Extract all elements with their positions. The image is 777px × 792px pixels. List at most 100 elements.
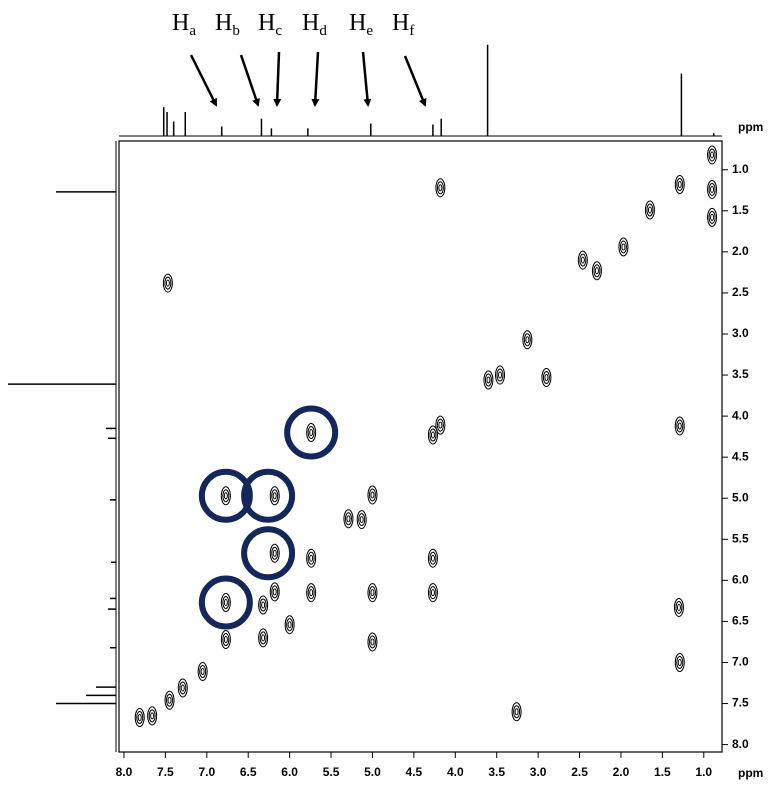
contour [429,428,437,442]
contour [258,595,269,615]
proton-letter: H [172,10,189,36]
contour [436,418,444,432]
x-tick-label: 6.0 [281,765,298,779]
contour [223,635,228,643]
cross-peak [356,510,367,530]
contour [287,621,292,629]
contour [438,184,443,192]
cross-peak [541,368,552,388]
x-tick-label: 1.5 [654,765,671,779]
cross-peak [269,582,280,602]
contour [484,373,492,387]
contour [164,276,172,290]
contour [430,431,435,439]
contour [164,690,175,710]
contour [436,181,444,195]
cross-peak [197,662,208,682]
contour [134,708,145,728]
x-tick-label: 5.0 [364,765,381,779]
contour [619,240,627,254]
cross-peak [707,207,718,227]
contour [621,243,626,251]
proton-subscript: e [366,23,373,39]
contour [677,181,682,189]
contour [368,488,376,502]
proton-label: Hf [392,10,414,39]
contour [223,492,228,500]
cross-peak [220,593,231,613]
plot-frame [118,140,723,753]
contour [674,652,685,672]
cross-peak [306,583,317,603]
contour [272,549,277,557]
proton-label: Hb [215,10,240,39]
proton-letter: H [302,10,319,36]
proton-subscript: a [189,23,196,39]
contour [429,586,437,600]
contour [594,267,599,275]
contour [674,416,685,436]
contour [580,256,585,264]
contour [269,543,280,563]
contour [136,711,144,725]
contour [306,423,317,443]
contour [513,705,521,719]
cross-peak [427,548,438,568]
contour [359,516,364,524]
contour [307,586,315,600]
x-tick-label: 3.0 [530,765,547,779]
cross-peak [522,330,533,350]
contour [675,600,683,614]
contour [306,583,317,603]
contour [307,426,315,440]
contour [356,510,367,530]
cross-peak [577,250,588,270]
contour [427,425,438,445]
y-tick-label: 3.0 [732,326,749,340]
contour [220,486,231,506]
cross-peak [427,583,438,603]
y-tick-label: 7.5 [732,696,749,710]
cross-peak [674,416,685,436]
contour [222,596,230,610]
y-tick-label: 5.5 [732,531,749,545]
cross-peak [674,175,685,195]
contour [677,422,682,430]
contour [271,546,279,560]
cross-peak [511,702,522,722]
cross-peak [162,273,173,293]
contour [676,178,684,192]
contour [542,371,550,385]
cross-peak [674,652,685,672]
contour [162,273,173,293]
cross-peak [258,628,269,648]
cross-peak [644,200,655,220]
contour [498,371,503,379]
proton-subscript: b [232,23,240,39]
cross-peak [707,179,718,199]
contour [707,145,718,165]
cross-peak [343,509,354,529]
contour [579,253,587,267]
y-tick-label: 1.0 [732,162,749,176]
contour [710,151,715,159]
contour [708,210,716,224]
contour [271,489,279,503]
contour [197,662,208,682]
cross-peak [147,706,158,726]
proton-letter: H [392,10,409,36]
cross-peak [164,690,175,710]
contour [438,421,443,429]
contour [430,554,435,562]
cross-peak [258,595,269,615]
contour [165,279,170,287]
cross-peak [435,178,446,198]
proton-label: Hd [302,10,327,39]
contour [286,618,294,632]
arrow [361,51,372,107]
highlight-circle [284,405,339,460]
contour [343,509,354,529]
cross-peak [707,145,718,165]
contour [220,629,231,649]
